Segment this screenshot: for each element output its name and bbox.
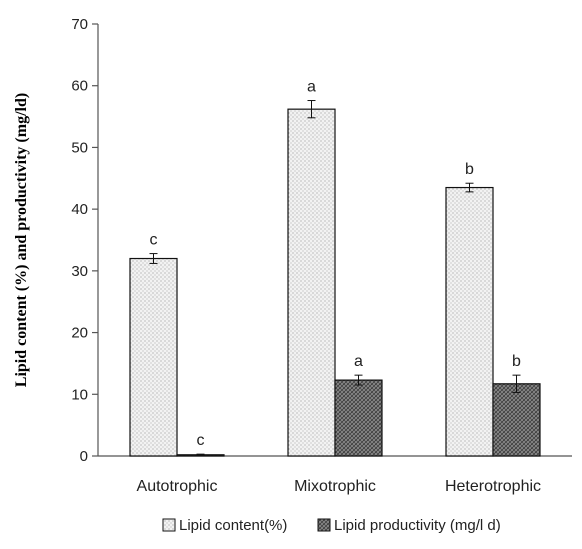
significance-label: b (512, 353, 521, 370)
y-tick-label: 50 (71, 139, 88, 156)
legend-label: Lipid content(%) (179, 517, 287, 534)
significance-label: c (197, 432, 205, 449)
significance-label: c (150, 232, 158, 249)
x-tick-label: Heterotrophic (445, 478, 541, 495)
bar (445, 186, 494, 457)
y-tick-label: 20 (71, 325, 88, 342)
significance-label: b (465, 161, 474, 178)
y-tick-label: 70 (71, 16, 88, 33)
x-tick-label: Autotrophic (137, 478, 218, 495)
y-tick-label: 40 (71, 201, 88, 218)
bar (492, 383, 541, 457)
y-tick-label: 0 (80, 448, 88, 465)
bar (129, 257, 178, 457)
x-axis: Autotrophic Mixotrophic Heterotrophic (98, 455, 572, 495)
bars: c c a a b b (129, 79, 541, 457)
x-tick-label: Mixotrophic (294, 478, 376, 495)
y-axis-label: Lipid content (%) and productivity (mg/l… (13, 93, 30, 387)
legend-label: Lipid productivity (mg/l d) (334, 517, 501, 534)
bar (334, 379, 383, 457)
legend-swatch (317, 518, 331, 532)
significance-label: a (307, 79, 316, 96)
y-tick-label: 60 (71, 78, 88, 95)
legend: Lipid content(%) Lipid productivity (mg/l… (162, 517, 501, 534)
legend-swatch (162, 518, 176, 532)
significance-label: a (354, 353, 363, 370)
y-axis: 0 10 20 30 40 50 60 70 (71, 16, 99, 465)
bar (287, 108, 336, 457)
y-tick-label: 10 (71, 386, 88, 403)
y-tick-label: 30 (71, 263, 88, 280)
